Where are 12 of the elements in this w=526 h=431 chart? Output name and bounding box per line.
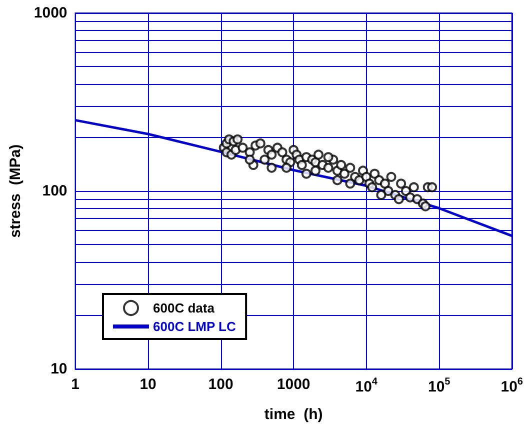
y-tick-label: 100 xyxy=(42,182,68,200)
line-series xyxy=(74,118,514,238)
x-tick-label: 1 xyxy=(71,376,80,393)
y-axis-title: stress (MPa) xyxy=(7,144,24,238)
x-tick-label: 10 xyxy=(140,376,156,393)
y-tick-label: 1000 xyxy=(34,4,68,22)
legend-label: 600C data xyxy=(153,300,216,316)
x-axis-title: time (h) xyxy=(264,406,323,423)
legend-label: 600C LMP LC xyxy=(153,319,236,334)
y-tick-label: 10 xyxy=(50,360,68,378)
x-tick-label: 1000 xyxy=(276,376,310,393)
x-tick-label: 100 xyxy=(208,376,234,393)
